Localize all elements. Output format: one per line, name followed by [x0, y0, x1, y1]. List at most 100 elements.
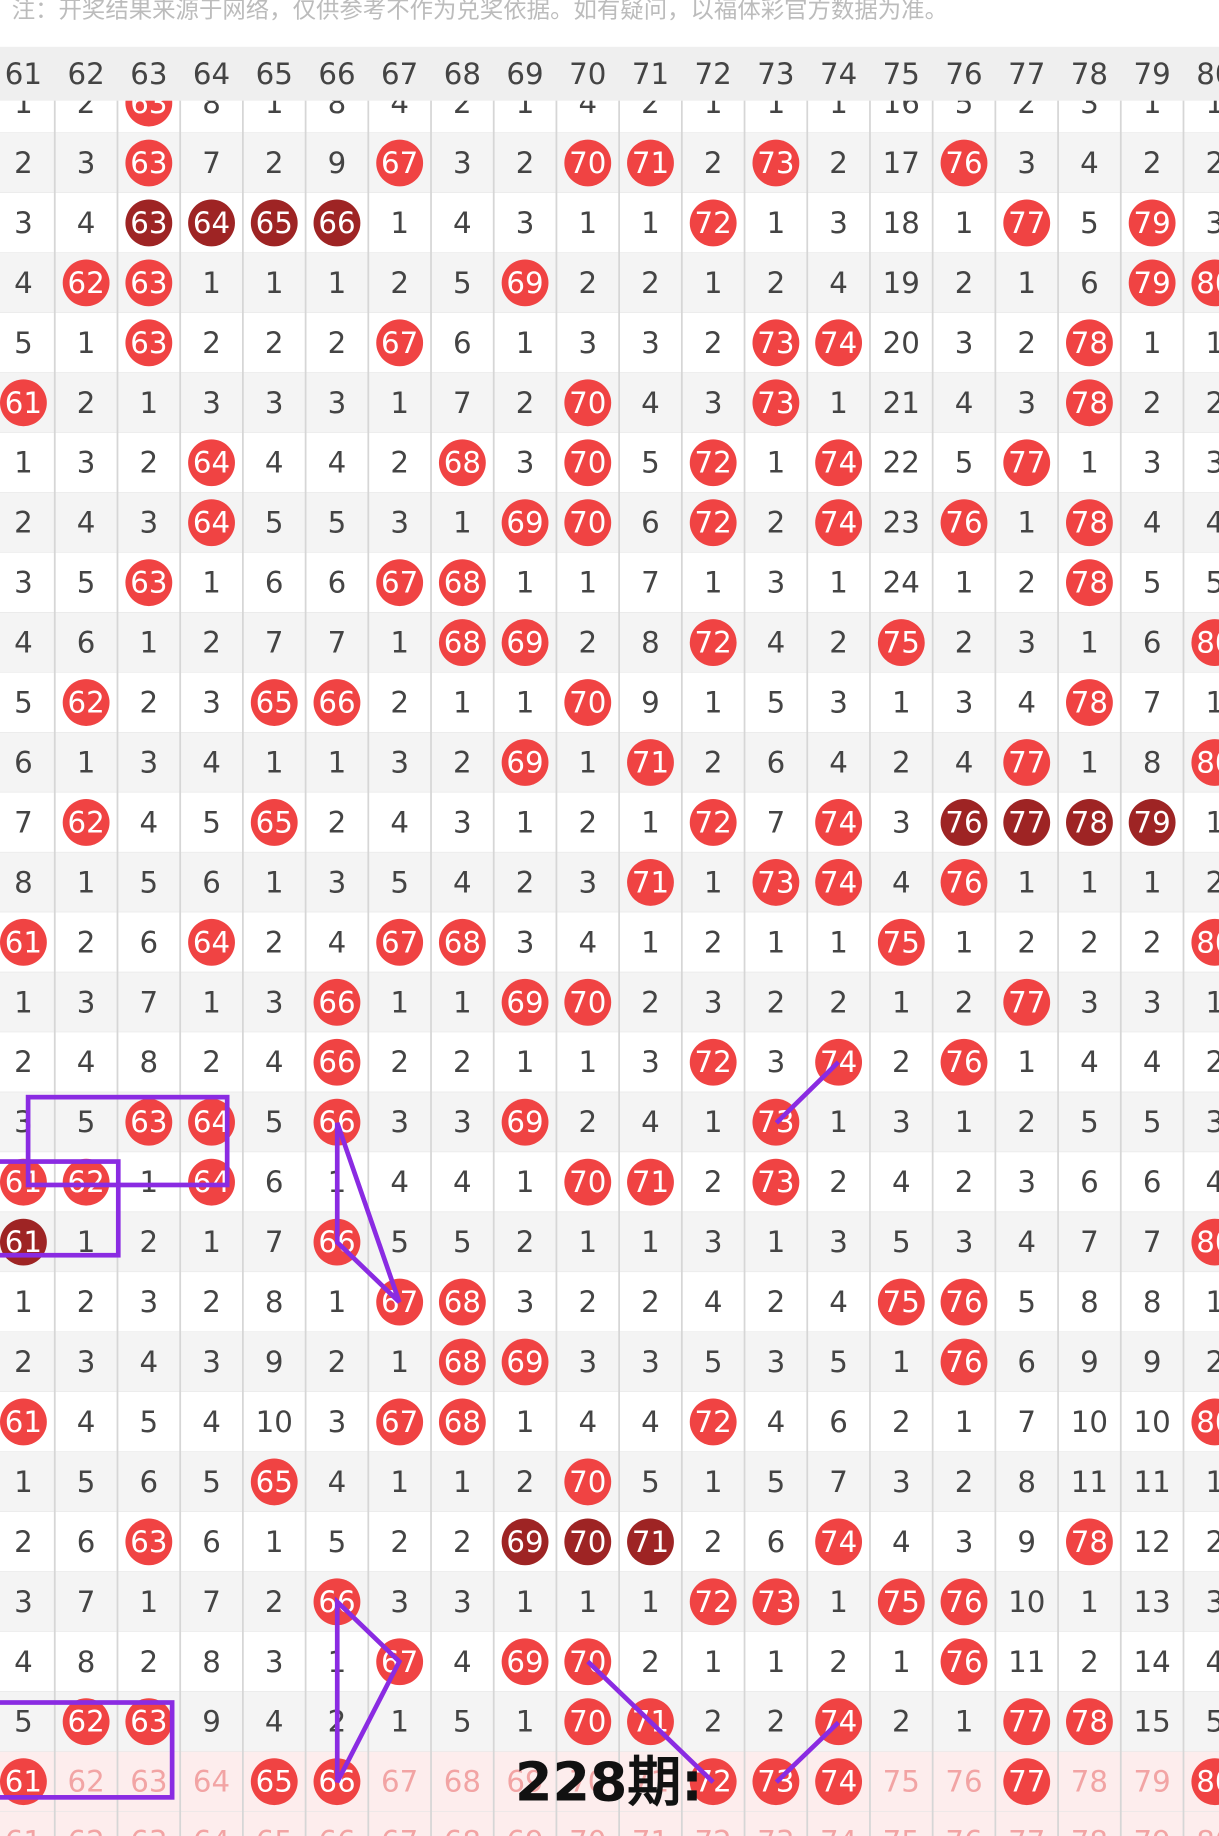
number-ball — [438, 1398, 486, 1446]
miss-count: 1 — [1017, 865, 1036, 899]
number-ball — [62, 1698, 110, 1746]
miss-count: 2 — [829, 1165, 848, 1199]
miss-count: 5 — [390, 1225, 409, 1259]
ball-number: 61 — [5, 386, 42, 420]
miss-count: 1 — [892, 1345, 911, 1379]
ball-number: 70 — [569, 1165, 606, 1199]
miss-count: 1 — [390, 206, 409, 240]
miss-count: 5 — [767, 686, 786, 720]
miss-count: 78 — [1071, 1825, 1108, 1836]
miss-count: 2 — [955, 985, 974, 1019]
column-header: 71 — [632, 57, 669, 91]
number-ball — [564, 1518, 612, 1566]
column-header: 63 — [130, 57, 167, 91]
ball-number: 80 — [1196, 626, 1219, 660]
row-band — [0, 612, 1219, 673]
ball-number: 68 — [444, 566, 481, 600]
miss-count: 1 — [767, 446, 786, 480]
miss-count: 2 — [265, 146, 284, 180]
ball-number: 79 — [1134, 206, 1171, 240]
miss-count: 4 — [328, 1465, 347, 1499]
miss-count: 1 — [892, 1645, 911, 1679]
miss-count: 80 — [1196, 1825, 1219, 1836]
miss-count: 4 — [767, 626, 786, 660]
number-ball — [376, 1398, 424, 1446]
miss-count: 3 — [140, 1285, 159, 1319]
miss-count: 7 — [77, 1585, 96, 1619]
miss-count: 5 — [955, 446, 974, 480]
miss-count: 4 — [1206, 1645, 1219, 1679]
miss-count: 75 — [883, 1825, 920, 1836]
miss-count: 62 — [68, 1825, 105, 1836]
miss-count: 11 — [1071, 1465, 1108, 1499]
miss-count: 3 — [955, 326, 974, 360]
number-ball — [438, 439, 486, 487]
number-ball — [62, 679, 110, 726]
number-ball — [125, 1098, 173, 1146]
miss-count: 2 — [202, 1045, 221, 1079]
miss-count: 3 — [516, 446, 535, 480]
number-ball — [188, 918, 235, 966]
miss-count: 2 — [829, 985, 848, 1019]
number-ball — [689, 499, 737, 547]
number-ball — [313, 199, 361, 247]
number-ball — [1191, 739, 1219, 786]
miss-count: 4 — [77, 1045, 96, 1079]
miss-count: 2 — [1206, 386, 1219, 420]
miss-count: 1 — [390, 985, 409, 1019]
miss-count: 3 — [704, 386, 723, 420]
miss-count: 69 — [506, 1765, 543, 1799]
miss-count: 2 — [202, 626, 221, 660]
miss-count: 1 — [202, 1225, 221, 1259]
miss-count: 3 — [202, 1345, 221, 1379]
number-ball — [62, 799, 110, 846]
number-ball — [0, 1158, 47, 1206]
miss-count: 3 — [641, 1045, 660, 1079]
number-ball — [940, 499, 988, 547]
miss-count: 2 — [1080, 925, 1099, 959]
miss-count: 24 — [883, 566, 920, 600]
number-ball — [1191, 918, 1219, 966]
miss-count: 1 — [829, 386, 848, 420]
miss-count: 63 — [130, 1765, 167, 1799]
miss-count: 3 — [77, 1345, 96, 1379]
miss-count: 3 — [892, 1105, 911, 1139]
number-ball — [627, 858, 674, 906]
ball-number: 65 — [256, 1465, 293, 1499]
column-header: 69 — [506, 57, 543, 91]
number-ball — [1066, 379, 1113, 427]
miss-count: 4 — [955, 386, 974, 420]
miss-count: 3 — [1206, 1105, 1219, 1139]
number-ball — [564, 1158, 612, 1206]
ball-number: 77 — [1008, 805, 1045, 839]
ball-number: 66 — [318, 206, 355, 240]
number-ball — [564, 439, 612, 487]
ball-number: 72 — [695, 1405, 732, 1439]
number-ball — [188, 1098, 235, 1146]
miss-count: 2 — [704, 146, 723, 180]
number-ball — [564, 1698, 612, 1746]
miss-count: 1 — [390, 1345, 409, 1379]
number-ball — [1066, 499, 1113, 547]
column-header: 75 — [883, 57, 920, 91]
ball-number: 64 — [193, 1105, 230, 1139]
ball-number: 70 — [569, 985, 606, 1019]
number-ball — [501, 619, 549, 667]
number-ball — [188, 1158, 235, 1206]
miss-count: 5 — [390, 865, 409, 899]
miss-count: 4 — [1080, 146, 1099, 180]
miss-count: 4 — [829, 746, 848, 780]
miss-count: 1 — [641, 1585, 660, 1619]
miss-count: 71 — [632, 1825, 669, 1836]
miss-count: 6 — [1080, 1165, 1099, 1199]
miss-count: 5 — [328, 506, 347, 540]
number-ball — [1128, 199, 1176, 247]
miss-count: 2 — [202, 326, 221, 360]
column-header: 74 — [820, 57, 857, 91]
miss-count: 2 — [14, 1525, 33, 1559]
miss-count: 9 — [1017, 1525, 1036, 1559]
ball-number: 80 — [1196, 746, 1219, 780]
number-ball — [250, 199, 298, 247]
miss-count: 5 — [140, 865, 159, 899]
ball-number: 69 — [506, 985, 543, 1019]
